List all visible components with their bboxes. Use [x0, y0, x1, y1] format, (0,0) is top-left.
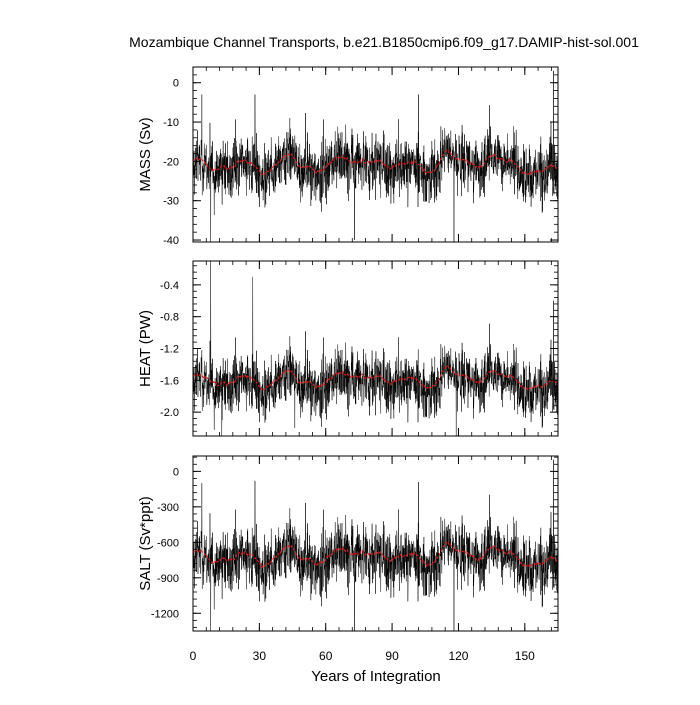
series-raw-heat [193, 261, 558, 436]
y-tick-label-heat: -0.8 [160, 312, 179, 324]
panel-mass: 0 -10 -20 -30 -40 MASS (Sv) [137, 66, 559, 247]
series-smoothed-mass [193, 149, 558, 177]
y-tick-label-mass: -20 [163, 156, 179, 168]
panel-salt: 0 -300 -600 -900 -1200 SALT (Sv*ppt) 0 30 60 90 12… [137, 455, 559, 663]
x-axis-label: Years of Integration [311, 668, 441, 685]
y-axis-label-salt: SALT (Sv*ppt) [137, 496, 154, 590]
y-tick-label-heat: -1.2 [160, 344, 179, 356]
x-tick-label: 60 [319, 649, 333, 663]
y-tick-label-mass: -10 [163, 117, 179, 129]
series-smoothed-heat [193, 365, 558, 392]
x-tick-label: 30 [253, 649, 267, 663]
panel-heat: -0.4 -0.8 -1.2 -1.6 -2.0 HEAT (PW) [137, 260, 559, 437]
chart-title: Mozambique Channel Transports, b.e21.B18… [129, 34, 639, 50]
y-axis-label-mass: MASS (Sv) [137, 117, 154, 191]
y-tick-label-heat: -0.4 [160, 280, 179, 292]
x-tick-label: 120 [448, 649, 468, 663]
y-tick-label-heat: -2.0 [160, 407, 179, 419]
y-tick-label-heat: -1.6 [160, 375, 179, 387]
x-tick-label: 150 [515, 649, 535, 663]
y-tick-label-salt: -1200 [151, 608, 179, 620]
y-axis-label-heat: HEAT (PW) [137, 310, 154, 387]
x-tick-label: 90 [385, 649, 399, 663]
y-tick-label-salt: -600 [157, 537, 179, 549]
y-tick-label-salt: 0 [173, 466, 179, 478]
panels-layer: 0 -10 -20 -30 -40 MASS (Sv) -0.4 -0.8 -1.2 -1.6 -2… [137, 66, 559, 663]
y-tick-label-mass: -30 [163, 196, 179, 208]
series-raw-mass [193, 70, 558, 242]
y-tick-label-salt: -900 [157, 573, 179, 585]
x-tick-label: 0 [190, 649, 197, 663]
panel-frame-salt [192, 455, 559, 632]
y-tick-label-salt: -300 [157, 502, 179, 514]
series-raw-salt [193, 459, 558, 631]
series-smoothed-salt [193, 540, 558, 569]
y-tick-label-mass: 0 [173, 78, 179, 90]
panel-frame-mass [192, 66, 559, 243]
y-tick-label-mass: -40 [163, 235, 179, 247]
